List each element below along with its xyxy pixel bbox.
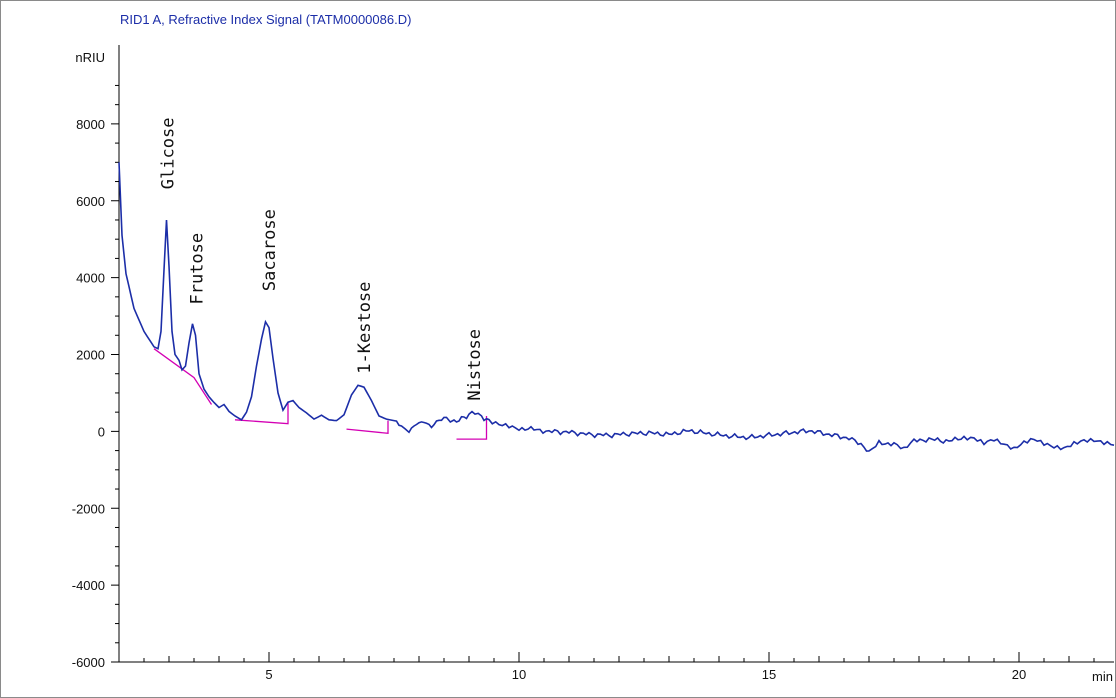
x-axis-label: min xyxy=(1092,669,1113,684)
peak-label: Glicose xyxy=(159,118,179,190)
y-tick-label: 2000 xyxy=(76,348,105,363)
y-axis-label: nRIU xyxy=(75,50,105,65)
x-tick-label: 10 xyxy=(512,667,526,682)
y-tick-label: -6000 xyxy=(72,655,105,670)
peak-baseline xyxy=(456,416,488,440)
y-tick-label: -2000 xyxy=(72,501,105,516)
y-tick-label: 8000 xyxy=(76,117,105,132)
peak-label: 1-Kestose xyxy=(355,282,375,374)
peak-baseline xyxy=(346,420,389,435)
axes: -6000 -4000 -2000 0 2000 4000 6000 8000 nRIU 5 10 1… xyxy=(72,45,1114,684)
y-tick-label: -4000 xyxy=(72,578,105,593)
signal-line xyxy=(118,162,1115,452)
x-tick-label: 15 xyxy=(762,667,776,682)
peak-label: Sacarose xyxy=(260,209,280,291)
peak-labels: Glicose Frutose Sacarose 1-Kestose Nistose xyxy=(159,118,486,401)
x-tick-label: 20 xyxy=(1012,667,1026,682)
peak-label: Frutose xyxy=(188,233,208,305)
y-tick-label: 6000 xyxy=(76,194,105,209)
peak-label: Nistose xyxy=(465,329,485,401)
chart-title: RID1 A, Refractive Index Signal (TATM000… xyxy=(120,12,412,27)
peak-baselines xyxy=(153,348,488,440)
peak-baseline xyxy=(234,402,289,425)
signal-series xyxy=(118,162,1115,452)
peak-baseline xyxy=(153,348,213,405)
x-tick-label: 5 xyxy=(265,667,272,682)
y-tick-label: 4000 xyxy=(76,271,105,286)
y-tick-label: 0 xyxy=(98,424,105,439)
